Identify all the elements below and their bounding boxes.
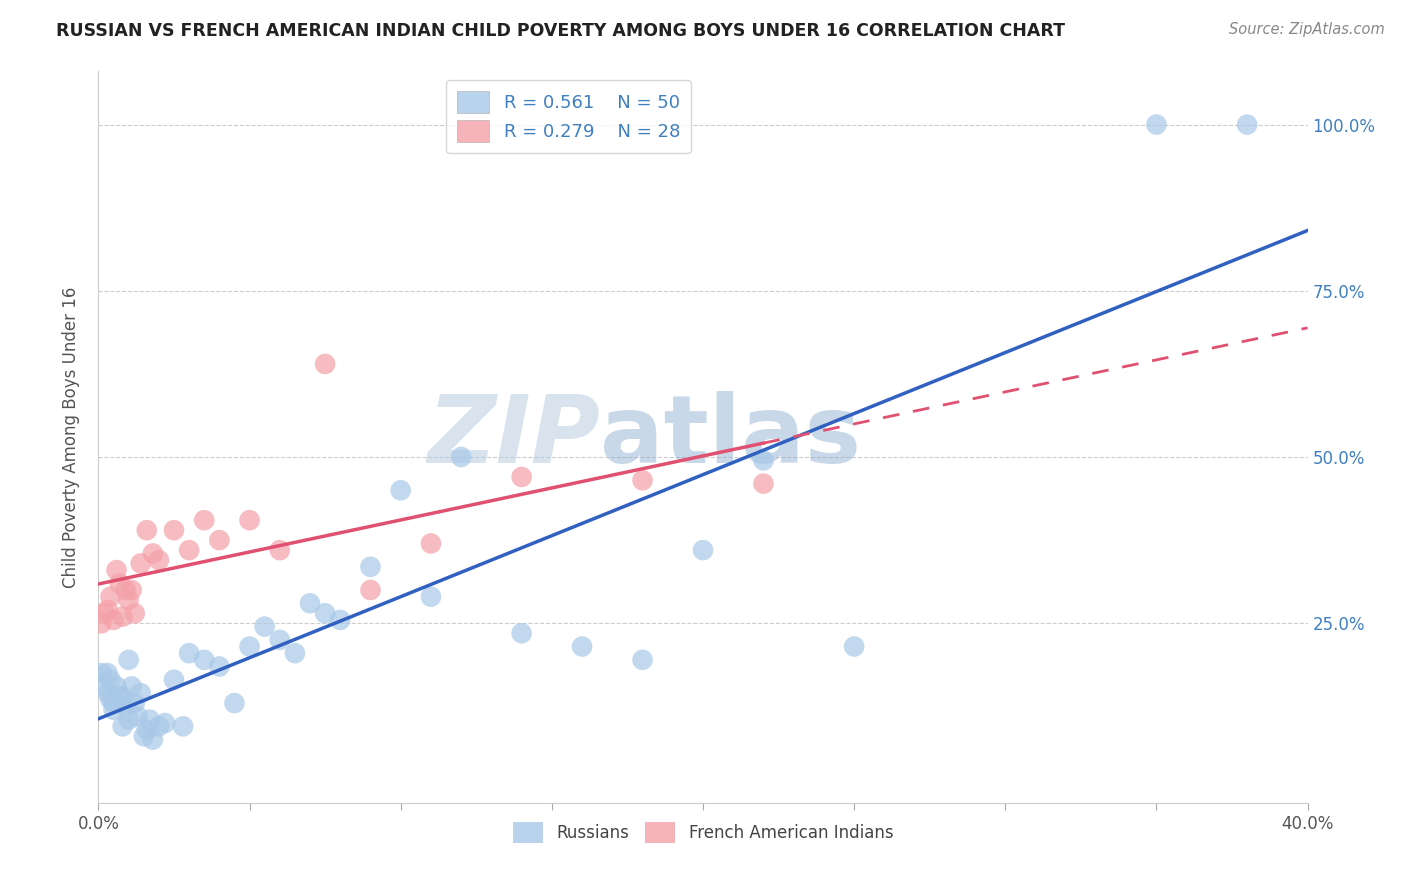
French American Indians bbox=[90, 616, 112, 631]
Russians bbox=[103, 696, 125, 710]
Russians bbox=[239, 640, 262, 654]
French American Indians bbox=[103, 613, 125, 627]
French American Indians bbox=[239, 513, 262, 527]
French American Indians bbox=[100, 590, 122, 604]
Russians bbox=[118, 713, 141, 727]
French American Indians bbox=[163, 523, 186, 537]
Russians bbox=[314, 607, 336, 621]
French American Indians bbox=[135, 523, 157, 537]
French American Indians bbox=[193, 513, 215, 527]
Russians bbox=[329, 613, 352, 627]
Y-axis label: Child Poverty Among Boys Under 16: Child Poverty Among Boys Under 16 bbox=[62, 286, 80, 588]
French American Indians bbox=[118, 593, 141, 607]
Russians bbox=[1236, 118, 1258, 132]
Russians bbox=[135, 723, 157, 737]
Legend: Russians, French American Indians: Russians, French American Indians bbox=[506, 815, 900, 849]
Russians bbox=[299, 596, 322, 610]
French American Indians bbox=[96, 603, 118, 617]
Russians bbox=[193, 653, 215, 667]
French American Indians bbox=[208, 533, 231, 548]
Russians bbox=[571, 640, 593, 654]
Russians bbox=[129, 686, 152, 700]
Text: Source: ZipAtlas.com: Source: ZipAtlas.com bbox=[1229, 22, 1385, 37]
French American Indians bbox=[360, 582, 382, 597]
French American Indians bbox=[179, 543, 201, 558]
French American Indians bbox=[631, 473, 654, 487]
Russians bbox=[142, 732, 165, 747]
French American Indians bbox=[142, 546, 165, 560]
French American Indians bbox=[148, 553, 170, 567]
Text: RUSSIAN VS FRENCH AMERICAN INDIAN CHILD POVERTY AMONG BOYS UNDER 16 CORRELATION : RUSSIAN VS FRENCH AMERICAN INDIAN CHILD … bbox=[56, 22, 1066, 40]
French American Indians bbox=[121, 582, 143, 597]
Russians bbox=[121, 680, 143, 694]
Russians bbox=[692, 543, 714, 558]
French American Indians bbox=[108, 576, 131, 591]
Russians bbox=[127, 709, 149, 723]
Russians bbox=[90, 666, 112, 681]
Russians bbox=[389, 483, 412, 498]
French American Indians bbox=[111, 609, 134, 624]
Russians bbox=[752, 453, 775, 467]
Russians bbox=[1144, 118, 1167, 132]
Russians bbox=[179, 646, 201, 660]
Russians bbox=[224, 696, 246, 710]
Russians bbox=[148, 719, 170, 733]
French American Indians bbox=[124, 607, 146, 621]
Russians bbox=[284, 646, 307, 660]
Russians bbox=[844, 640, 866, 654]
Russians bbox=[100, 692, 122, 706]
Russians bbox=[208, 659, 231, 673]
French American Indians bbox=[129, 557, 152, 571]
French American Indians bbox=[114, 582, 136, 597]
Russians bbox=[253, 619, 276, 633]
Russians bbox=[631, 653, 654, 667]
Russians bbox=[93, 680, 115, 694]
Russians bbox=[100, 673, 122, 687]
Text: ZIP: ZIP bbox=[427, 391, 600, 483]
Text: atlas: atlas bbox=[600, 391, 862, 483]
Russians bbox=[163, 673, 186, 687]
Russians bbox=[510, 626, 533, 640]
Russians bbox=[108, 690, 131, 704]
Russians bbox=[96, 666, 118, 681]
Russians bbox=[124, 696, 146, 710]
Russians bbox=[118, 653, 141, 667]
French American Indians bbox=[269, 543, 291, 558]
Russians bbox=[172, 719, 194, 733]
French American Indians bbox=[420, 536, 443, 550]
Russians bbox=[132, 729, 155, 743]
Russians bbox=[111, 719, 134, 733]
Russians bbox=[420, 590, 443, 604]
Russians bbox=[450, 450, 472, 464]
French American Indians bbox=[752, 476, 775, 491]
Russians bbox=[111, 690, 134, 704]
Russians bbox=[139, 713, 162, 727]
French American Indians bbox=[105, 563, 128, 577]
French American Indians bbox=[314, 357, 336, 371]
French American Indians bbox=[93, 607, 115, 621]
Russians bbox=[360, 559, 382, 574]
Russians bbox=[114, 699, 136, 714]
Russians bbox=[103, 703, 125, 717]
French American Indians bbox=[510, 470, 533, 484]
Russians bbox=[105, 680, 128, 694]
Russians bbox=[153, 716, 176, 731]
Russians bbox=[269, 632, 291, 647]
Russians bbox=[96, 686, 118, 700]
